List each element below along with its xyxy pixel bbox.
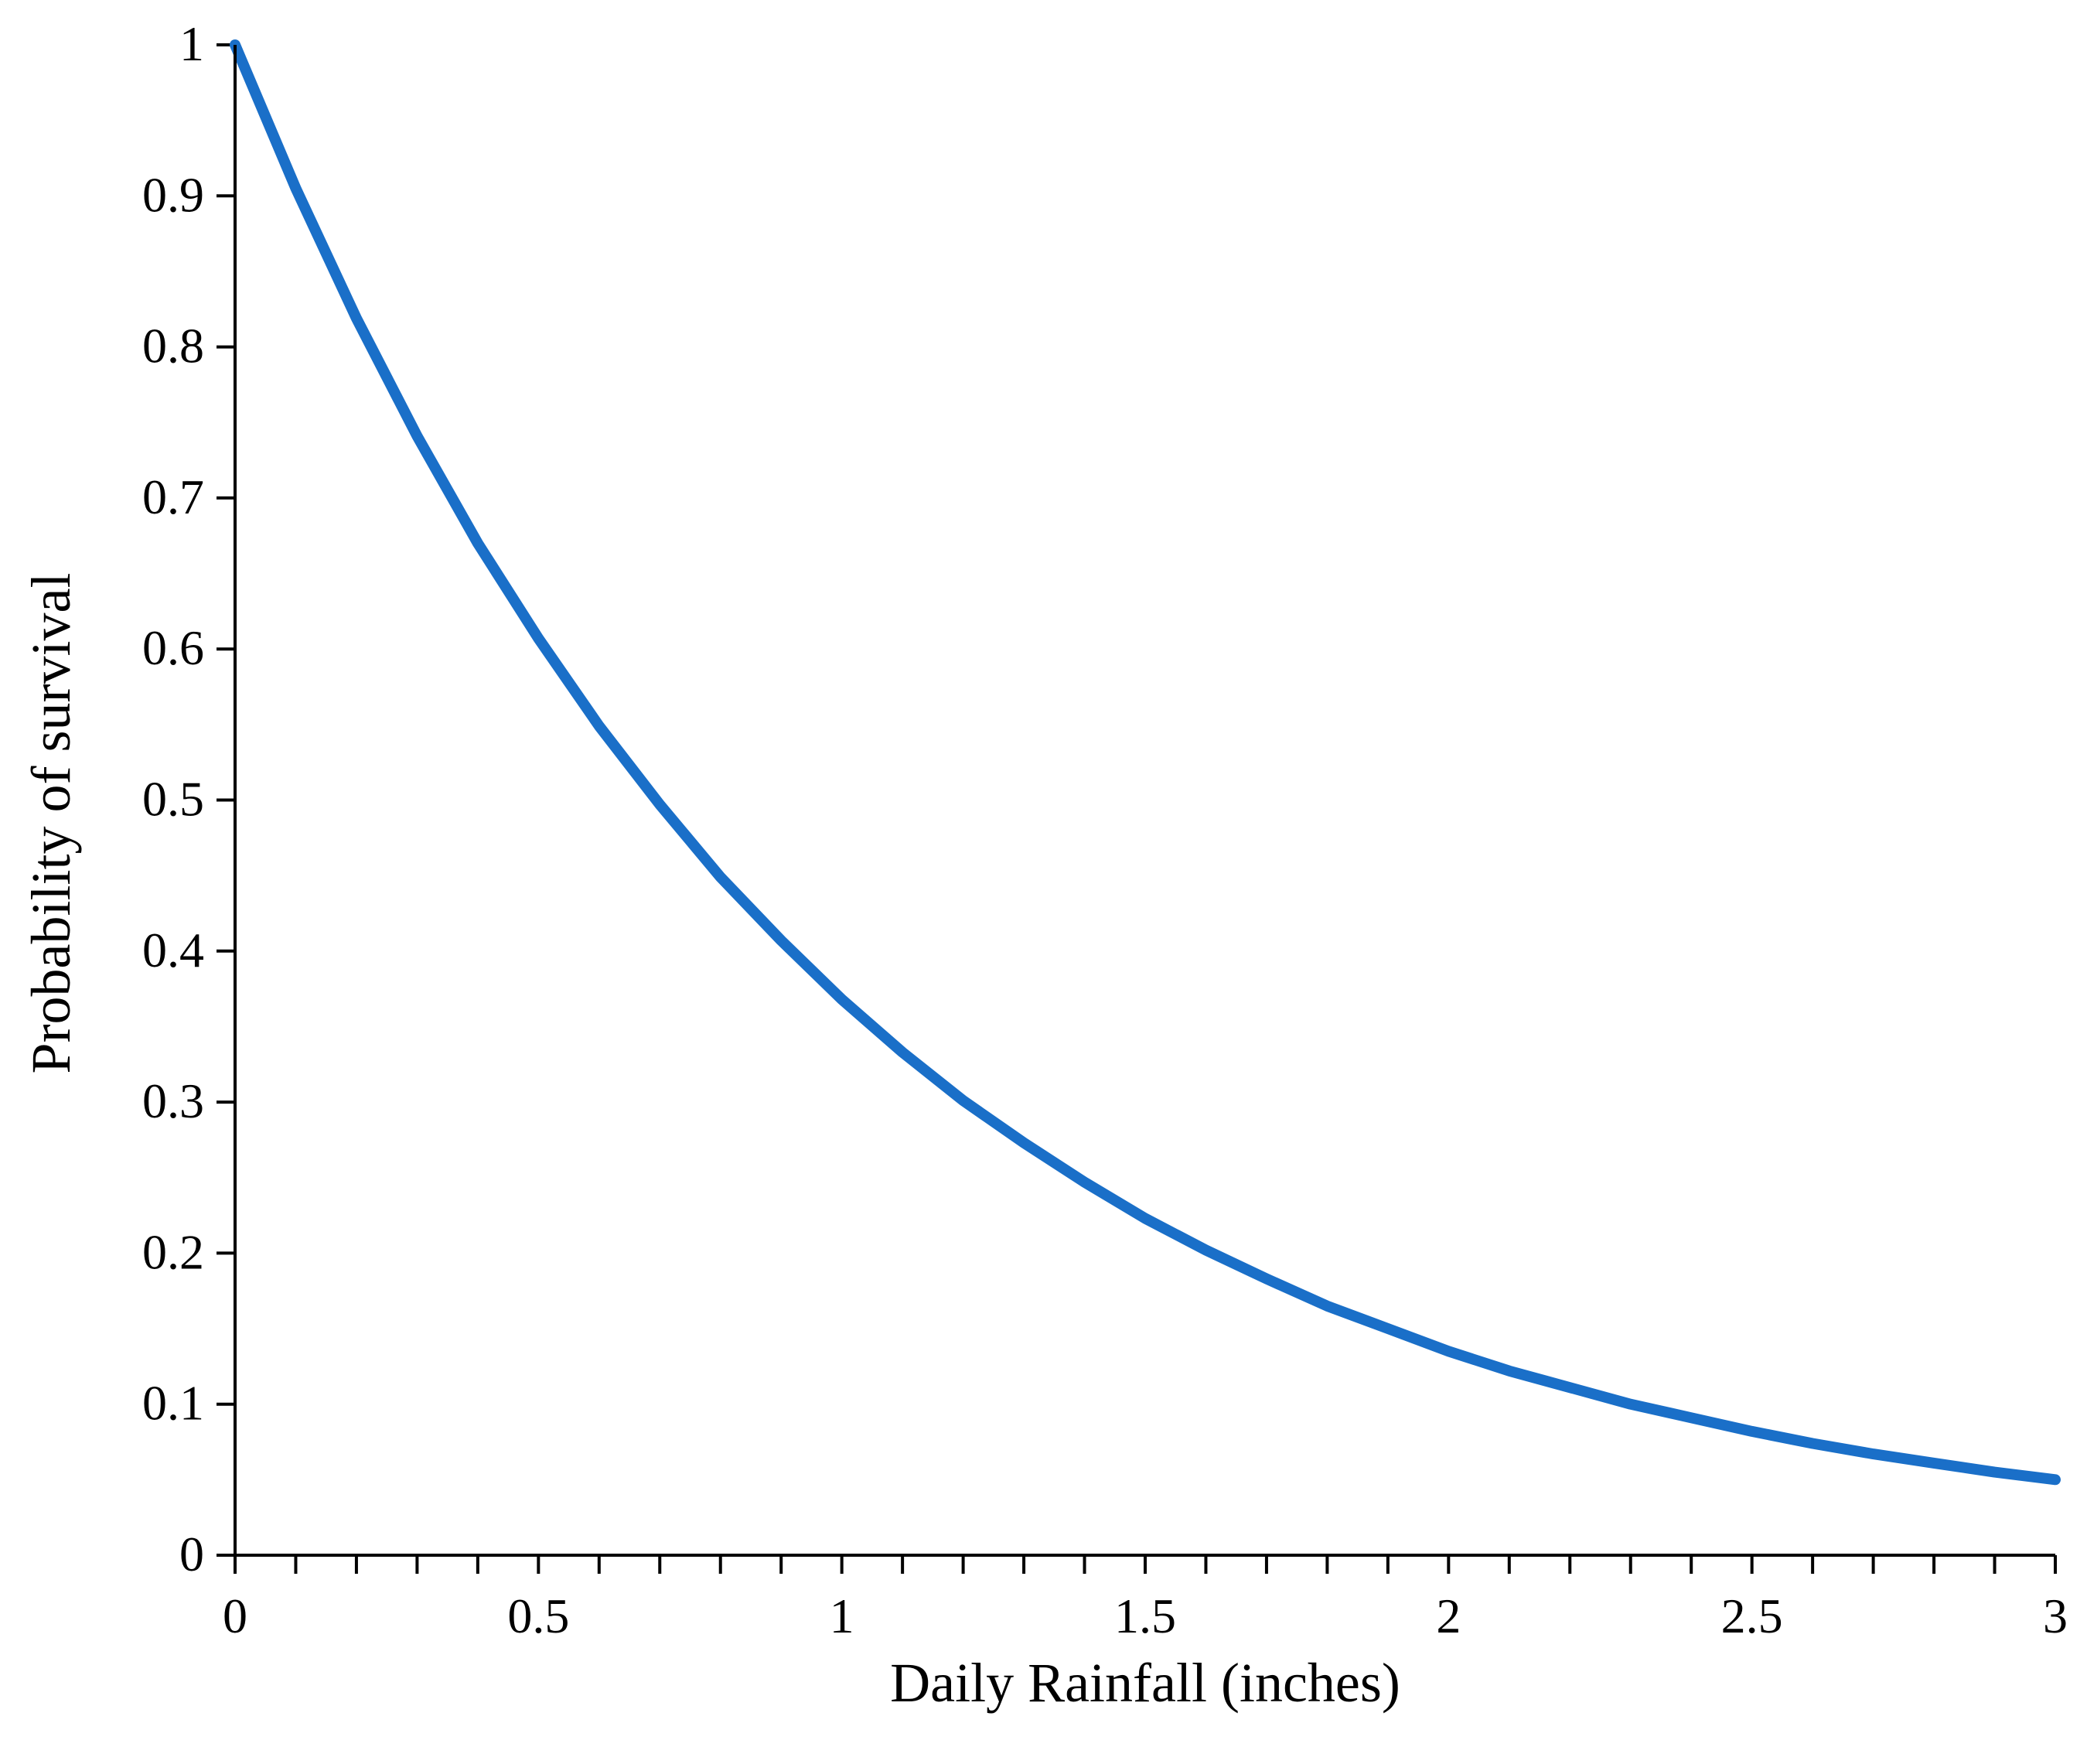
- y-tick-label: 0.3: [142, 1073, 204, 1128]
- y-tick-label: 0.8: [142, 319, 204, 374]
- y-tick-label: 0.4: [142, 923, 204, 978]
- y-tick-label: 0.2: [142, 1224, 204, 1279]
- y-axis-title: Probability of survival: [20, 573, 82, 1074]
- x-axis-title: Daily Rainfall (inches): [890, 1652, 1400, 1714]
- x-axis-ticks: 0 0.5 1 1.5 2 2.5 3: [223, 1555, 2068, 1643]
- y-tick-label: 0.9: [142, 167, 204, 222]
- y-tick-label: 0.6: [142, 620, 204, 675]
- y-axis-ticks: 0 0.1 0.2 0.3 0.4 0.5 0.6 0.7 0.8 0.9 1: [142, 16, 235, 1581]
- y-tick-label: 0.1: [142, 1376, 204, 1431]
- series-layer: [230, 39, 2061, 1486]
- x-tick-label: 3: [2043, 1588, 2068, 1643]
- y-tick-label: 0.5: [142, 772, 204, 827]
- x-tick-label: 0: [223, 1588, 247, 1643]
- x-tick-label: 2: [1436, 1588, 1461, 1643]
- y-tick-label: 0: [179, 1527, 204, 1581]
- y-tick-label: 1: [179, 16, 204, 71]
- x-tick-label: 1.5: [1114, 1588, 1176, 1643]
- series-line: [230, 39, 2061, 1486]
- x-tick-label: 1: [830, 1588, 854, 1643]
- x-tick-label: 2.5: [1721, 1588, 1783, 1643]
- y-tick-label: 0.7: [142, 469, 204, 524]
- x-tick-label: 0.5: [507, 1588, 569, 1643]
